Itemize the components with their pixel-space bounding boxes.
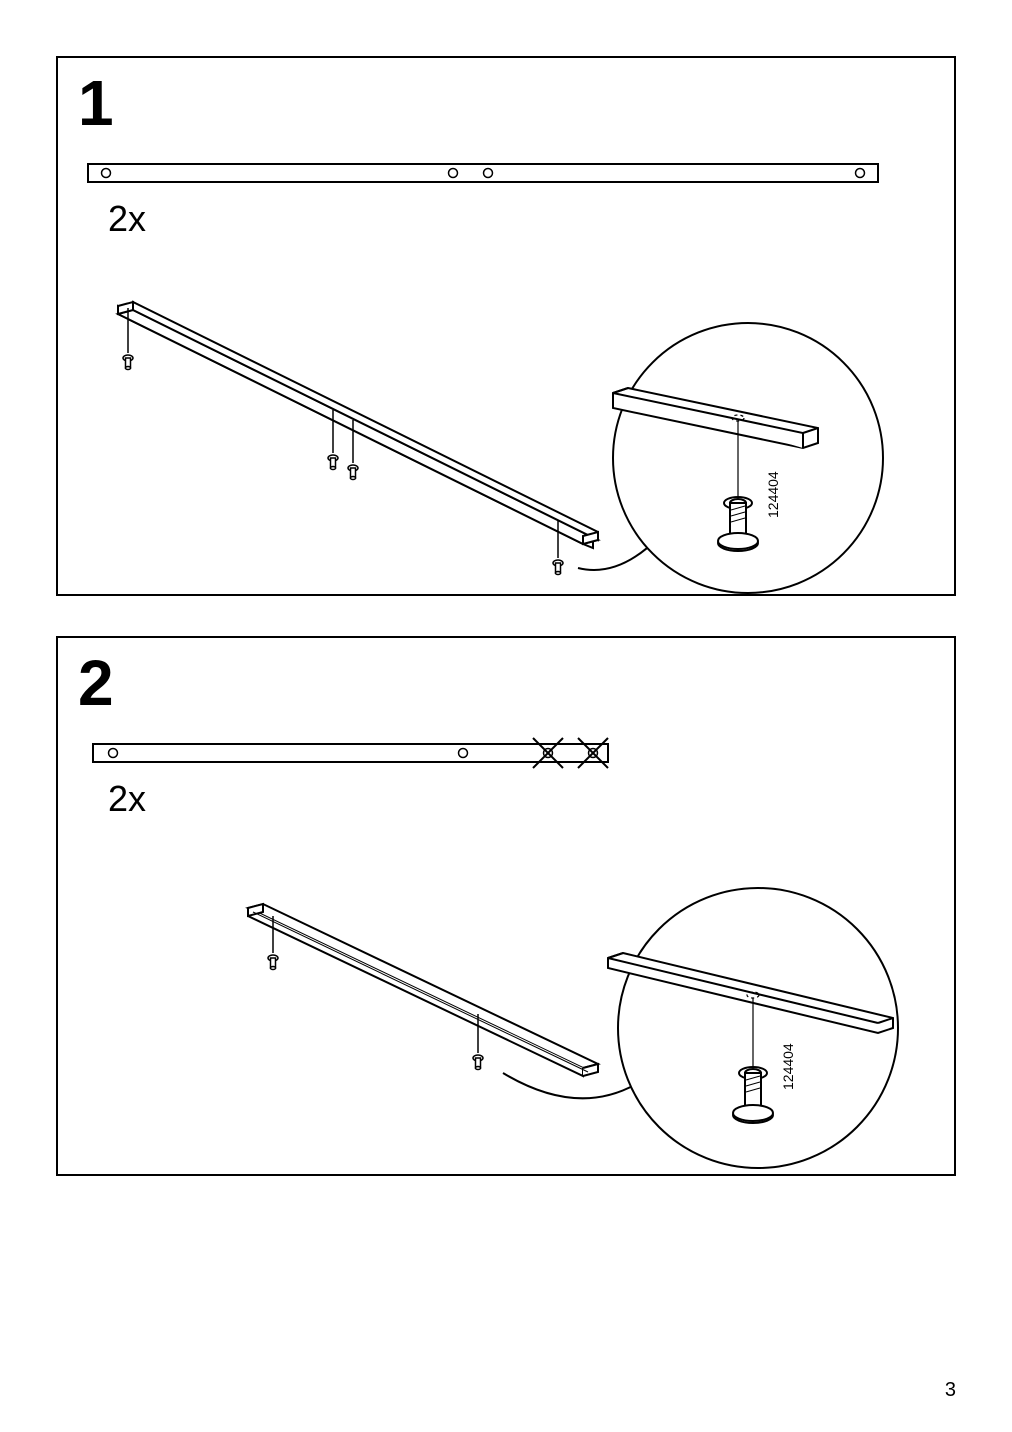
detail-callout-2: 124404 xyxy=(503,888,898,1168)
quantity-label: 2x xyxy=(108,198,146,240)
step-panel-1: 1 2x xyxy=(56,56,956,596)
step-1-drawing: 124404 xyxy=(58,58,954,596)
rail-front-view-short xyxy=(93,738,608,768)
instruction-page: 1 2x xyxy=(0,0,1012,1432)
rail-iso-view-flat xyxy=(248,904,598,1076)
quantity-label: 2x xyxy=(108,778,146,820)
rail-iso-view xyxy=(118,302,598,548)
detail-callout: 124404 xyxy=(578,323,883,593)
step-2-drawing: 124404 xyxy=(58,638,954,1176)
step-number: 1 xyxy=(78,66,114,140)
rail-front-view xyxy=(88,164,878,182)
part-number-label: 124404 xyxy=(765,471,781,518)
step-number: 2 xyxy=(78,646,114,720)
part-number-label: 124404 xyxy=(780,1043,796,1090)
page-number: 3 xyxy=(945,1379,956,1402)
step-panel-2: 2 2x xyxy=(56,636,956,1176)
